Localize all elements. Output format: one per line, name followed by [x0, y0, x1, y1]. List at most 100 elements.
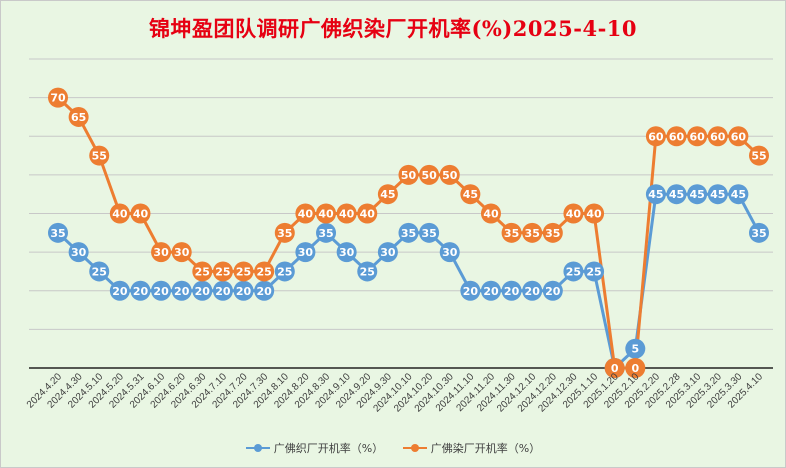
data-label: 45	[731, 188, 746, 201]
data-point: 25	[584, 261, 605, 282]
data-point-marker	[89, 145, 110, 166]
data-point: 45	[377, 184, 398, 205]
data-point: 25	[89, 261, 110, 282]
data-label: 25	[215, 265, 230, 278]
data-point-marker	[501, 280, 522, 301]
series-points: 35 30 25 20 20 20 20 20 20 20 20 25 30 35 30 25 30 35 35 30…	[48, 87, 769, 378]
data-label: 20	[257, 285, 273, 298]
data-point: 30	[377, 242, 398, 263]
data-label: 30	[442, 246, 458, 259]
data-point: 35	[48, 222, 68, 243]
data-point: 35	[274, 222, 295, 243]
data-point: 25	[233, 261, 254, 282]
data-label: 40	[483, 208, 499, 221]
data-point: 60	[666, 126, 687, 147]
data-point-marker	[584, 261, 605, 282]
x-axis-ticks: 2024.4.202024.4.302024.5.102024.5.202024…	[25, 371, 766, 414]
data-point-marker	[666, 184, 687, 205]
data-point: 25	[192, 261, 213, 282]
data-point: 45	[728, 184, 749, 205]
data-label: 20	[174, 285, 190, 298]
data-point: 35	[749, 222, 769, 243]
data-point: 50	[439, 164, 460, 185]
data-point: 20	[460, 280, 481, 301]
data-point: 20	[151, 280, 172, 301]
data-label: 35	[421, 227, 436, 240]
data-point: 45	[460, 184, 481, 205]
data-point-marker	[68, 242, 89, 263]
data-point-marker	[460, 280, 481, 301]
data-label: 45	[669, 188, 684, 201]
data-point-marker	[336, 242, 357, 263]
data-point: 20	[109, 280, 130, 301]
data-point-marker	[171, 242, 192, 263]
data-point-marker	[522, 222, 543, 243]
data-point-marker	[212, 280, 233, 301]
data-point-marker	[645, 184, 666, 205]
data-point-marker	[316, 222, 337, 243]
data-label: 60	[689, 130, 705, 143]
data-label: 45	[689, 188, 704, 201]
data-label: 20	[525, 285, 541, 298]
data-point-marker	[542, 222, 563, 243]
data-point-marker	[501, 222, 522, 243]
data-point-marker	[625, 358, 646, 378]
data-point: 40	[563, 203, 584, 224]
data-point-marker	[295, 203, 316, 224]
data-point-marker	[130, 280, 151, 301]
data-label: 0	[611, 362, 619, 375]
data-point: 0	[625, 358, 646, 378]
data-label: 0	[631, 362, 639, 375]
data-point-marker	[480, 203, 501, 224]
data-label: 40	[360, 208, 376, 221]
chart-title: 锦坤盈团队调研广佛织染厂开机率(%)2025-4-10	[148, 16, 638, 41]
data-point-marker	[109, 280, 130, 301]
data-point-marker	[625, 338, 646, 359]
data-point-marker	[749, 222, 769, 243]
data-point-marker	[212, 261, 233, 282]
data-point-marker	[522, 280, 543, 301]
data-label: 5	[631, 343, 639, 356]
data-point: 40	[480, 203, 501, 224]
data-point-marker	[687, 126, 708, 147]
data-label: 30	[174, 246, 190, 259]
data-point: 25	[563, 261, 584, 282]
data-point: 30	[439, 242, 460, 263]
data-point: 45	[666, 184, 687, 205]
data-point-marker	[192, 261, 213, 282]
data-point: 50	[419, 164, 440, 185]
legend: 广佛织厂开机率（%） 广佛染厂开机率（%）	[1, 440, 785, 456]
data-point: 40	[357, 203, 378, 224]
data-point-marker	[295, 242, 316, 263]
data-label: 35	[50, 227, 65, 240]
data-label: 60	[669, 130, 685, 143]
data-point-marker	[645, 126, 666, 147]
data-label: 35	[277, 227, 292, 240]
data-label: 20	[504, 285, 520, 298]
data-label: 45	[463, 188, 478, 201]
legend-label-weaving: 广佛织厂开机率（%）	[273, 442, 384, 455]
data-point: 35	[398, 222, 419, 243]
data-point-marker	[398, 222, 419, 243]
data-label: 30	[71, 246, 87, 259]
data-point-marker	[233, 280, 254, 301]
data-point-marker	[707, 184, 728, 205]
data-point-marker	[377, 184, 398, 205]
data-point: 30	[171, 242, 192, 263]
data-point-marker	[460, 184, 481, 205]
data-point: 35	[419, 222, 440, 243]
data-label: 30	[380, 246, 396, 259]
data-point: 45	[645, 184, 666, 205]
data-point-marker	[171, 280, 192, 301]
data-label: 40	[318, 208, 334, 221]
data-point: 25	[357, 261, 378, 282]
data-point-marker	[151, 242, 172, 263]
data-point: 20	[254, 280, 275, 301]
data-point-marker	[439, 242, 460, 263]
data-point-marker	[89, 261, 110, 282]
data-label: 20	[215, 285, 231, 298]
data-point: 20	[501, 280, 522, 301]
data-point: 35	[316, 222, 337, 243]
data-point-marker	[48, 222, 68, 243]
data-label: 35	[504, 227, 519, 240]
